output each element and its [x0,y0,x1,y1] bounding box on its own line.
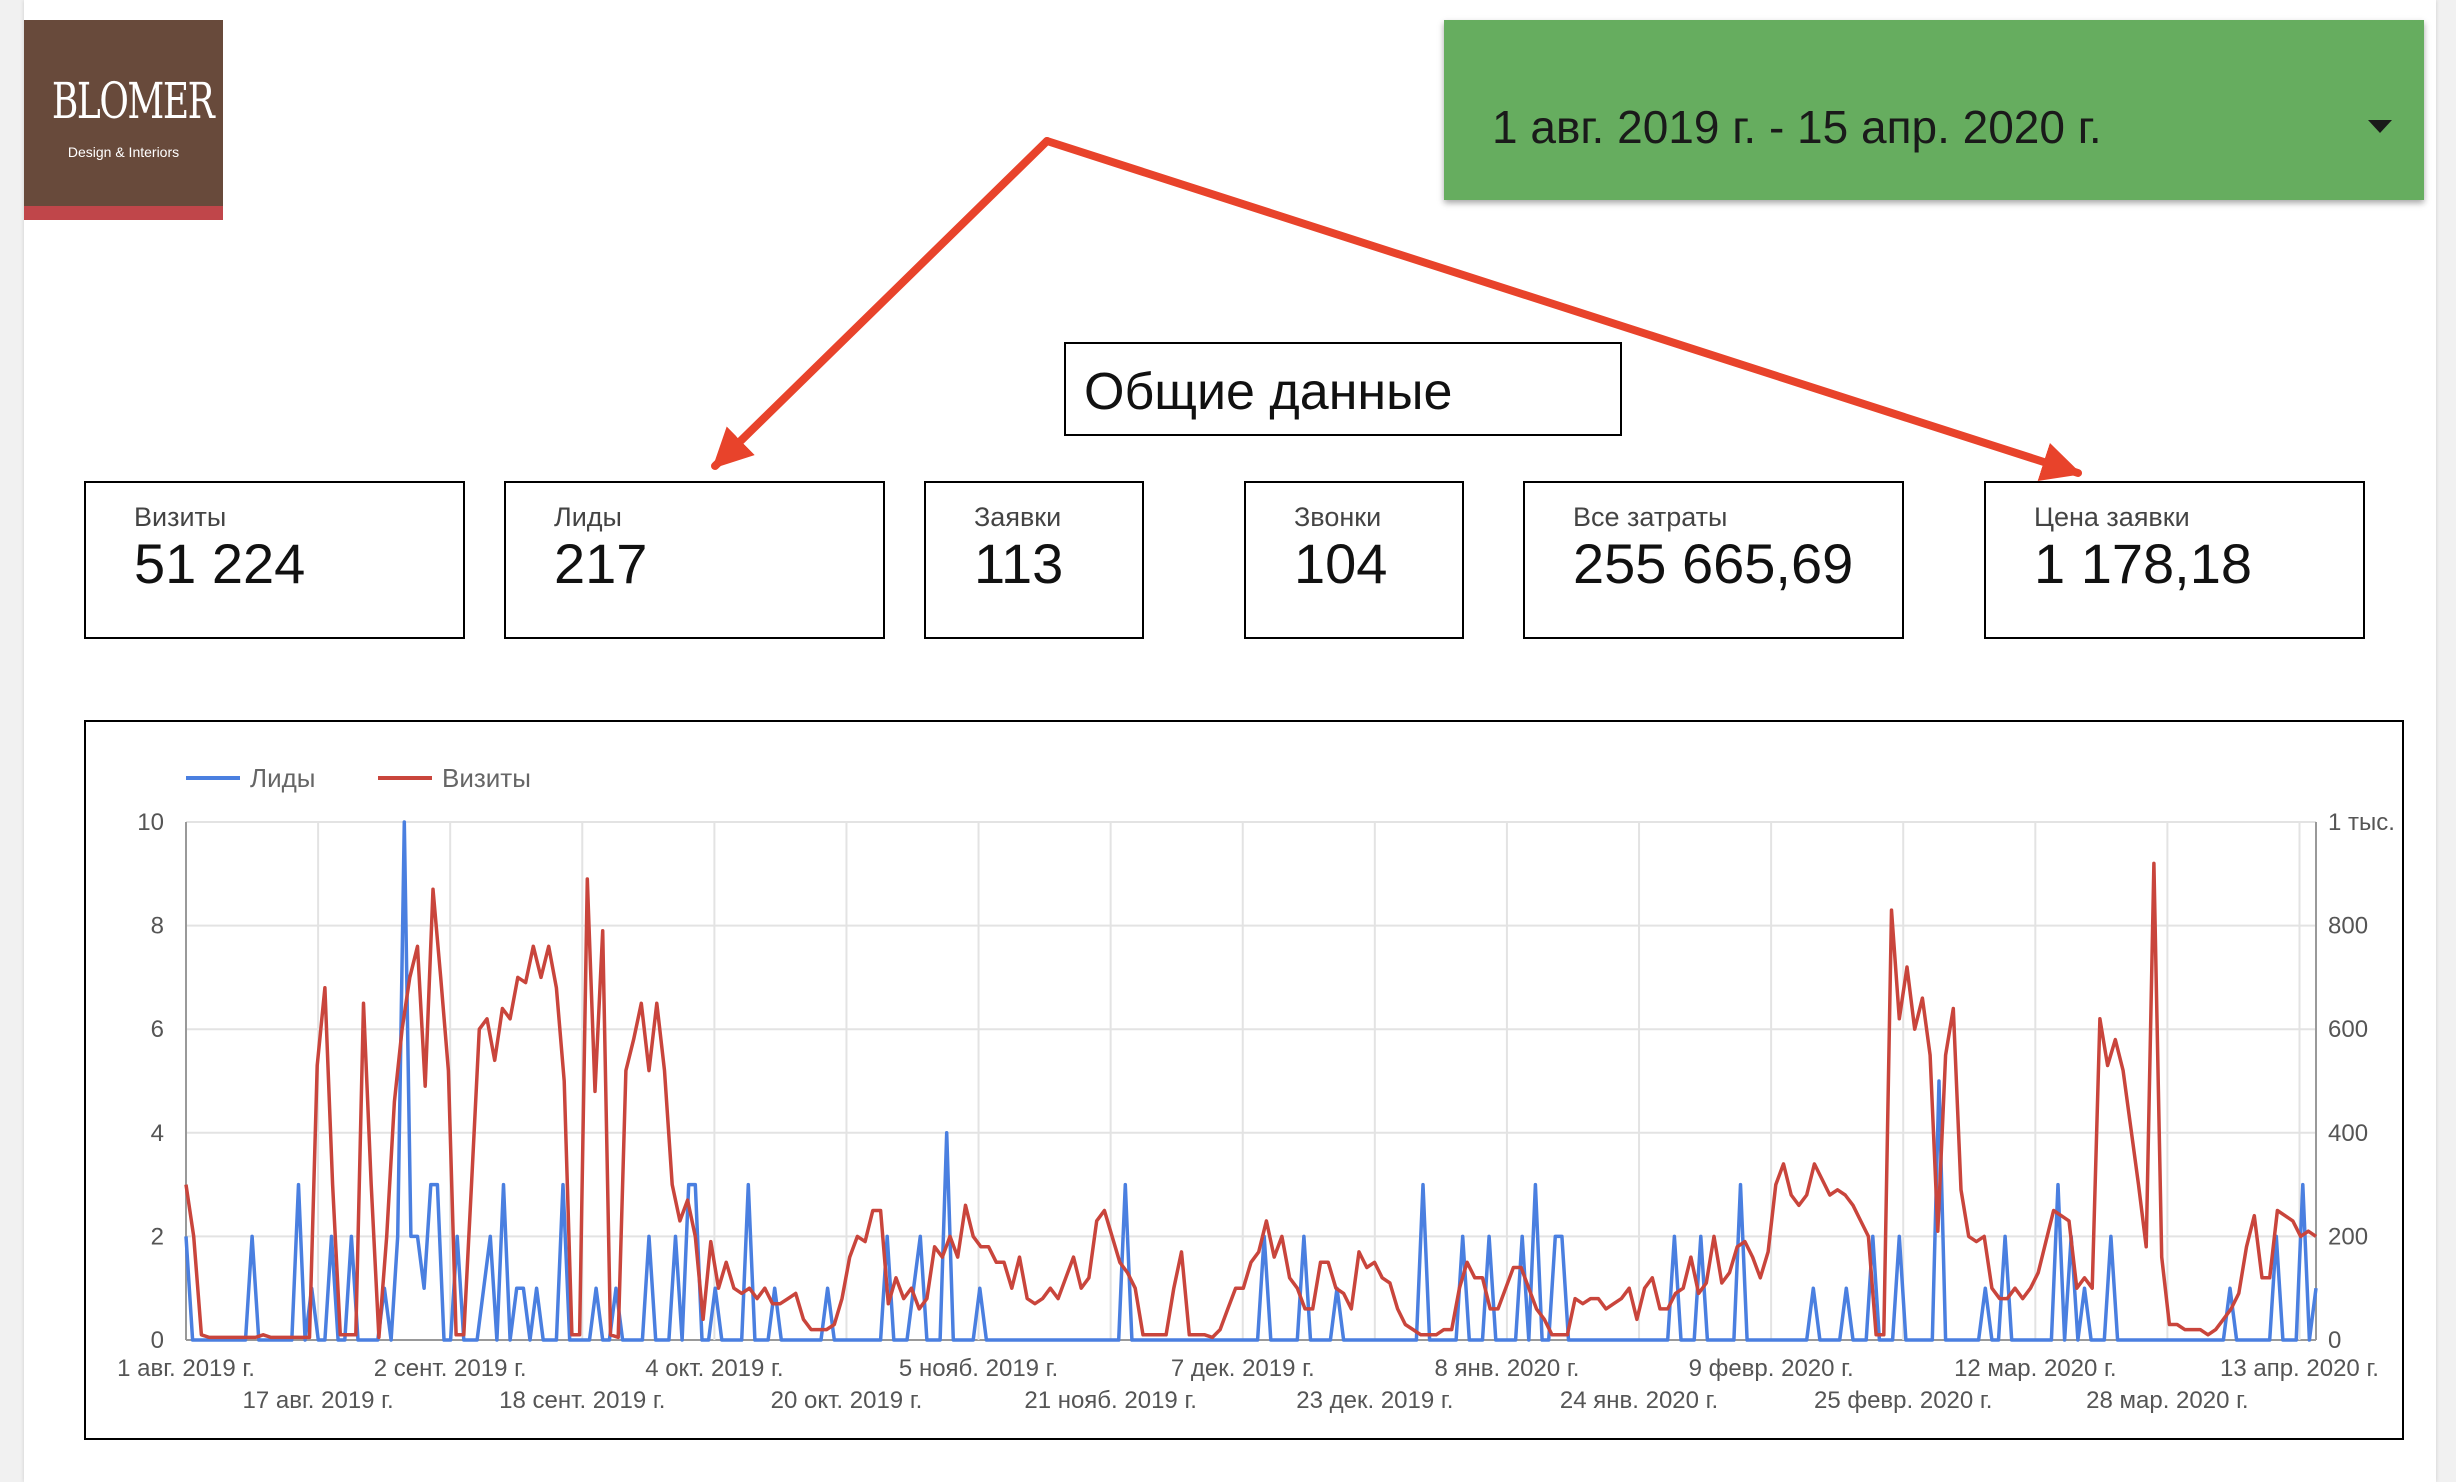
section-title-text: Общие данные [1084,363,1453,421]
x-tick-label: 5 нояб. 2019 г. [899,1355,1058,1382]
scorecard-calls[interactable]: Звонки 104 [1244,481,1464,639]
scorecard-value: 255 665,69 [1573,532,1854,595]
brand-logo: BLOMER Design & Interiors [24,20,223,220]
brand-name: BLOMER [51,72,215,130]
x-tick-label: 7 дек. 2019 г. [1171,1355,1315,1382]
x-tick-label: 12 мар. 2020 г. [1954,1355,2116,1382]
date-range-picker[interactable]: 1 авг. 2019 г. - 15 апр. 2020 г. [1444,20,2424,200]
y-tick-label-left: 8 [151,913,164,940]
y-tick-label-right: 800 [2328,913,2368,940]
x-tick-label: 18 сент. 2019 г. [499,1387,665,1414]
y-tick-label-right: 400 [2328,1120,2368,1147]
x-tick-label: 24 янв. 2020 г. [1560,1387,1718,1414]
legend-label: Визиты [442,763,531,793]
x-tick-label: 20 окт. 2019 г. [771,1387,923,1414]
scorecard-leads[interactable]: Лиды 217 [504,481,885,639]
series-line-1 [184,861,2317,1340]
scorecard-requests[interactable]: Заявки 113 [924,481,1144,639]
scorecard-total-costs[interactable]: Все затраты 255 665,69 [1523,481,1904,639]
brand-tagline: Design & Interiors [67,144,180,160]
x-tick-label: 4 окт. 2019 г. [645,1355,783,1382]
scorecard-value: 104 [1294,532,1388,595]
x-tick-label: 8 янв. 2020 г. [1434,1355,1579,1382]
scorecard-label: Лиды [554,502,622,532]
scorecard-label: Звонки [1294,502,1382,532]
y-tick-label-left: 0 [151,1327,164,1354]
x-tick-label: 17 авг. 2019 г. [243,1387,394,1414]
date-range-label: 1 авг. 2019 г. - 15 апр. 2020 г. [1492,101,2102,153]
timeseries-chart-frame [84,720,2404,1440]
y-tick-label-left: 4 [151,1120,164,1147]
x-tick-label: 28 мар. 2020 г. [2086,1387,2248,1414]
x-tick-label: 23 дек. 2019 г. [1296,1387,1453,1414]
x-tick-label: 9 февр. 2020 г. [1689,1355,1854,1382]
x-tick-label: 25 февр. 2020 г. [1814,1387,1992,1414]
scorecard-label: Цена заявки [2034,502,2190,532]
scorecard-value: 51 224 [134,532,306,595]
scorecard-value: 113 [974,532,1064,595]
y-tick-label-left: 6 [151,1016,164,1043]
scorecard-cost-per-request[interactable]: Цена заявки 1 178,18 [1984,481,2365,639]
section-title: Общие данные [1064,342,1622,436]
y-tick-label-right: 600 [2328,1016,2368,1043]
scorecard-value: 1 178,18 [2034,532,2252,595]
y-tick-label-left: 10 [137,809,164,836]
y-tick-label-left: 2 [151,1223,164,1250]
y-tick-label-right: 200 [2328,1223,2368,1250]
timeseries-chart[interactable]: 0 2 4 6 8 10 0 200 400 600 800 1 тыс. 1 авг. 2019 г.… [84,720,2404,1440]
logo-stripe [24,206,223,220]
series-line-0 [184,820,2318,1342]
scorecard-visits[interactable]: Визиты 51 224 [84,481,465,639]
y-tick-label-right: 1 тыс. [2328,809,2395,836]
legend-label: Лиды [250,763,315,793]
x-tick-label: 1 авг. 2019 г. [117,1355,255,1382]
scorecard-label: Все затраты [1573,502,1728,532]
y-tick-label-right: 0 [2328,1327,2341,1354]
dropdown-arrow-icon[interactable] [2368,120,2392,133]
x-tick-label: 13 апр. 2020 г. [2220,1355,2379,1382]
scorecard-label: Заявки [974,502,1062,532]
x-tick-label: 2 сент. 2019 г. [374,1355,527,1382]
scorecard-label: Визиты [134,502,227,532]
x-tick-label: 21 нояб. 2019 г. [1024,1387,1197,1414]
scorecard-value: 217 [554,532,648,595]
